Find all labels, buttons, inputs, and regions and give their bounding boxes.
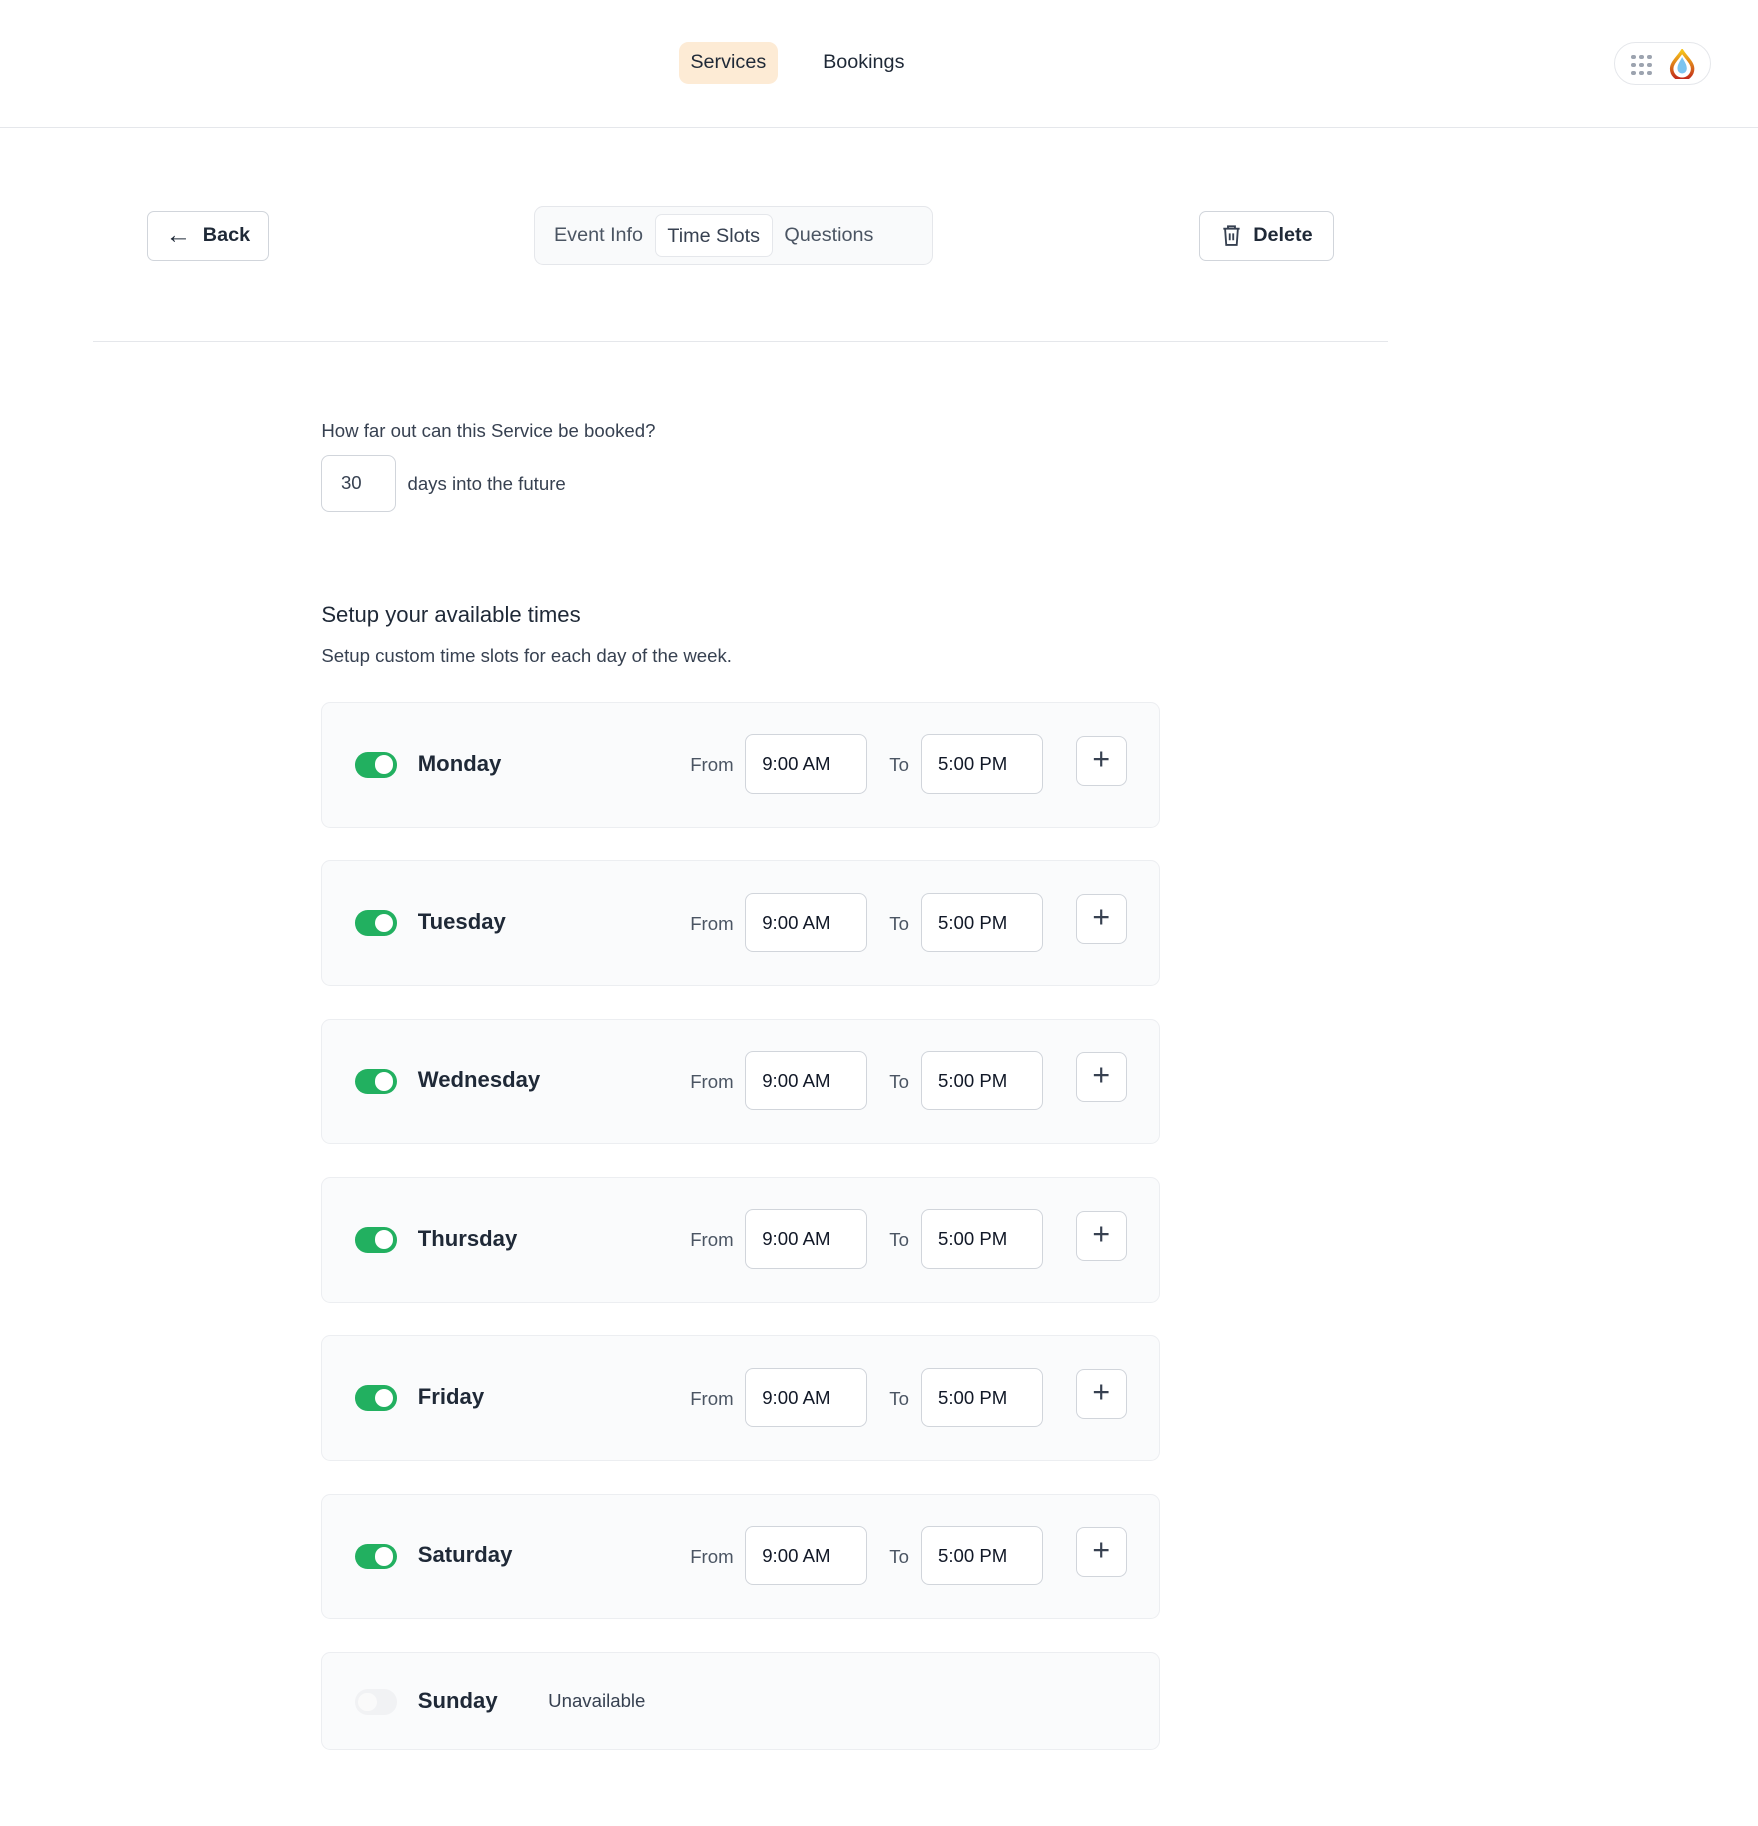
plus-icon: + xyxy=(1092,1534,1110,1568)
from-time-input[interactable]: 9:00 AM xyxy=(744,1526,868,1586)
divider xyxy=(93,341,1388,343)
day-toggle[interactable] xyxy=(354,910,397,936)
day-label: Thursday xyxy=(417,1225,518,1251)
day-toggle[interactable] xyxy=(354,1226,397,1253)
to-label: To xyxy=(889,1387,909,1409)
from-time-input[interactable]: 9:00 AM xyxy=(744,734,868,794)
section-title: Setup your available times xyxy=(321,601,581,627)
day-row-monday: Monday From 9:00 AM To 5:00 PM + xyxy=(321,702,1160,828)
nav-bookings[interactable]: Bookings xyxy=(823,50,905,73)
add-slot-button[interactable]: + xyxy=(1075,1368,1127,1419)
plus-icon: + xyxy=(1092,742,1110,776)
day-row-wednesday: Wednesday From 9:00 AM To 5:00 PM + xyxy=(321,1018,1160,1145)
day-toggle[interactable] xyxy=(354,1068,397,1095)
day-toggle[interactable] xyxy=(354,1385,397,1411)
add-slot-button[interactable]: + xyxy=(1075,735,1127,786)
to-time-input[interactable]: 5:00 PM xyxy=(920,734,1043,794)
back-label: Back xyxy=(202,224,251,247)
add-slot-button[interactable]: + xyxy=(1075,1527,1127,1578)
day-label: Wednesday xyxy=(417,1067,541,1093)
delete-label: Delete xyxy=(1253,224,1313,247)
arrow-left-icon: ← xyxy=(165,221,192,250)
top-header: Services Bookings xyxy=(0,0,1758,129)
to-time-input[interactable]: 5:00 PM xyxy=(920,1209,1043,1269)
days-input[interactable]: 30 xyxy=(321,455,396,513)
delete-button[interactable]: Delete xyxy=(1199,210,1335,261)
tab-time-slots[interactable]: Time Slots xyxy=(654,214,773,258)
from-label: From xyxy=(690,1229,734,1251)
day-toggle[interactable] xyxy=(354,751,397,778)
day-row-saturday: Saturday From 9:00 AM To 5:00 PM + xyxy=(321,1493,1160,1620)
unavailable-label: Unavailable xyxy=(548,1690,646,1712)
day-label: Saturday xyxy=(417,1542,513,1568)
to-label: To xyxy=(889,1070,909,1092)
grid-dots-icon xyxy=(1630,54,1652,76)
from-time-input[interactable]: 9:00 AM xyxy=(744,1051,868,1111)
booking-window-question: How far out can this Service be booked? xyxy=(321,420,656,442)
day-label: Friday xyxy=(417,1384,485,1410)
plus-icon: + xyxy=(1092,900,1110,934)
day-label: Tuesday xyxy=(417,909,506,935)
trash-icon xyxy=(1222,225,1240,246)
to-label: To xyxy=(889,912,909,934)
day-label: Sunday xyxy=(417,1687,498,1713)
day-toggle[interactable] xyxy=(354,1689,397,1715)
day-row-tuesday: Tuesday From 9:00 AM To 5:00 PM + xyxy=(321,860,1160,987)
to-time-input[interactable]: 5:00 PM xyxy=(920,1051,1043,1111)
from-time-input[interactable]: 9:00 AM xyxy=(744,892,868,953)
tab-event-info[interactable]: Event Info xyxy=(553,224,644,247)
to-time-input[interactable]: 5:00 PM xyxy=(920,1367,1043,1428)
plus-icon: + xyxy=(1092,1059,1110,1093)
from-label: From xyxy=(690,1387,734,1409)
section-subtitle: Setup custom time slots for each day of … xyxy=(321,644,732,666)
add-slot-button[interactable]: + xyxy=(1075,1052,1127,1103)
plus-icon: + xyxy=(1092,1375,1110,1409)
nav-services[interactable]: Services xyxy=(678,41,778,84)
day-label: Monday xyxy=(417,750,502,776)
to-label: To xyxy=(889,1545,909,1567)
day-toggle[interactable] xyxy=(354,1543,397,1570)
from-label: From xyxy=(690,1070,734,1092)
add-slot-button[interactable]: + xyxy=(1075,893,1127,944)
to-time-input[interactable]: 5:00 PM xyxy=(920,892,1043,953)
to-label: To xyxy=(889,754,909,776)
back-button[interactable]: ← Back xyxy=(146,210,269,261)
tab-bar: Event Info Time Slots Questions xyxy=(534,206,933,266)
plus-icon: + xyxy=(1092,1217,1110,1251)
from-time-input[interactable]: 9:00 AM xyxy=(744,1367,868,1428)
from-label: From xyxy=(690,912,734,934)
day-row-thursday: Thursday From 9:00 AM To 5:00 PM + xyxy=(321,1177,1160,1303)
tab-questions[interactable]: Questions xyxy=(784,224,874,247)
days-suffix: days into the future xyxy=(407,472,566,494)
from-label: From xyxy=(690,1545,734,1567)
day-row-friday: Friday From 9:00 AM To 5:00 PM + xyxy=(321,1335,1160,1462)
to-time-input[interactable]: 5:00 PM xyxy=(920,1526,1043,1586)
from-time-input[interactable]: 9:00 AM xyxy=(744,1209,868,1269)
from-label: From xyxy=(690,754,734,776)
app-switcher[interactable] xyxy=(1613,41,1712,85)
logo-icon xyxy=(1669,48,1695,79)
to-label: To xyxy=(889,1229,909,1251)
add-slot-button[interactable]: + xyxy=(1075,1210,1127,1261)
day-row-sunday: Sunday Unavailable xyxy=(321,1651,1160,1750)
